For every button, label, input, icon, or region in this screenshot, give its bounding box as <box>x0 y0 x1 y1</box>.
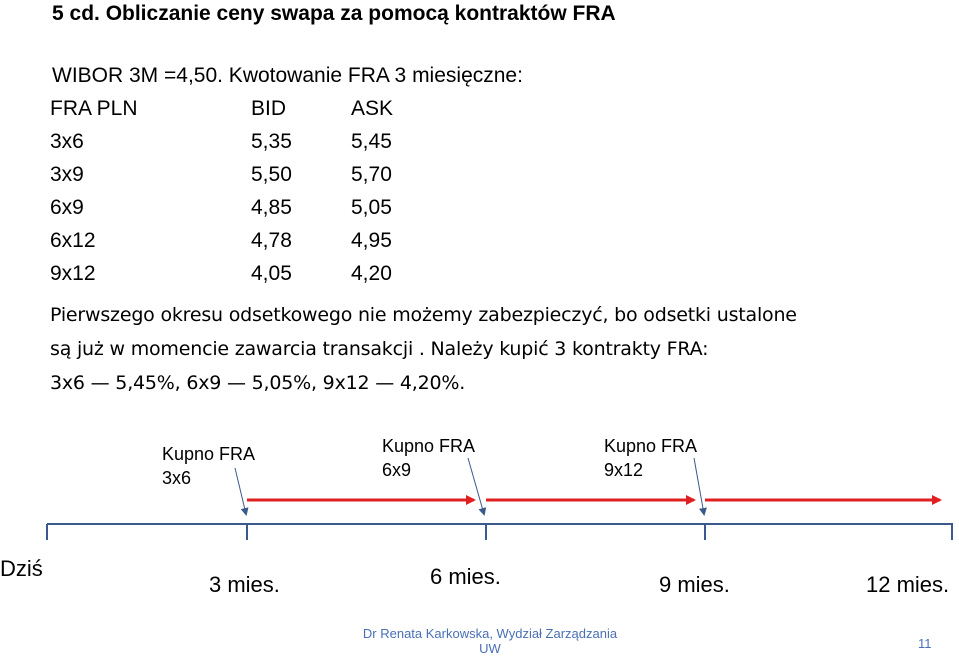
tick-label-9m: 9 mies. <box>659 572 730 597</box>
row-period: 6x9 <box>50 196 84 219</box>
row-bid: 4,78 <box>251 229 292 252</box>
row-bid: 5,35 <box>251 130 292 153</box>
header-bid: BID <box>251 97 287 120</box>
purchase-label-line2: 9x12 <box>604 460 644 480</box>
page-number: 11 <box>918 636 932 651</box>
row-ask: 5,05 <box>351 196 392 219</box>
tick-label-12m: 12 mies. <box>866 572 950 597</box>
explanation-paragraph: Pierwszego okresu odsetkowego nie możemy… <box>50 298 950 400</box>
intro-text: WIBOR 3M =4,50. Kwotowanie FRA 3 miesięc… <box>52 64 523 87</box>
row-period: 6x12 <box>50 229 96 252</box>
header-fra-pln: FRA PLN <box>50 97 138 120</box>
slide-title: 5 cd. Obliczanie ceny swapa za pomocą ko… <box>52 2 616 25</box>
row-period: 3x9 <box>50 163 84 186</box>
row-ask: 5,70 <box>351 163 392 186</box>
row-period: 3x6 <box>50 130 84 153</box>
pointer-arrow-9x12 <box>693 457 707 516</box>
purchase-label-line1: Kupno FRA <box>382 436 476 456</box>
footer-line1: Dr Renata Karkowska, Wydział Zarządzania <box>362 626 618 641</box>
purchase-label-3x6: Kupno FRA 3x6 <box>162 442 255 490</box>
paragraph-line-2: są już w momencie zawarcia transakcji . … <box>50 338 709 360</box>
row-bid: 4,85 <box>251 196 292 219</box>
row-bid: 4,05 <box>251 262 292 285</box>
purchase-label-line2: 6x9 <box>382 460 412 480</box>
row-ask: 5,45 <box>351 130 392 153</box>
pointer-arrow-3x6 <box>234 467 249 516</box>
footer-author: Dr Renata Karkowska, Wydział Zarządzania… <box>340 626 640 656</box>
purchase-label-9x12: Kupno FRA 9x12 <box>604 434 697 482</box>
header-ask: ASK <box>351 97 394 120</box>
paragraph-line-3: 3x6 — 5,45%, 6x9 — 5,05%, 9x12 — 4,20%. <box>50 372 466 394</box>
purchase-label-line1: Kupno FRA <box>604 436 698 456</box>
row-ask: 4,20 <box>351 262 392 285</box>
purchase-label-line2: 3x6 <box>162 468 192 488</box>
tick-label-3m: 3 mies. <box>209 572 280 597</box>
footer-line2: UW <box>479 641 501 656</box>
row-bid: 5,50 <box>251 163 292 186</box>
tick-label-today: Dziś <box>0 556 43 581</box>
purchase-label-6x9: Kupno FRA 6x9 <box>382 434 475 482</box>
purchase-label-line1: Kupno FRA <box>162 444 256 464</box>
paragraph-line-1: Pierwszego okresu odsetkowego nie możemy… <box>50 304 797 326</box>
tick-label-6m: 6 mies. <box>430 564 501 589</box>
row-period: 9x12 <box>50 262 96 285</box>
row-ask: 4,95 <box>351 229 392 252</box>
pointer-arrow-6x9 <box>467 457 487 516</box>
